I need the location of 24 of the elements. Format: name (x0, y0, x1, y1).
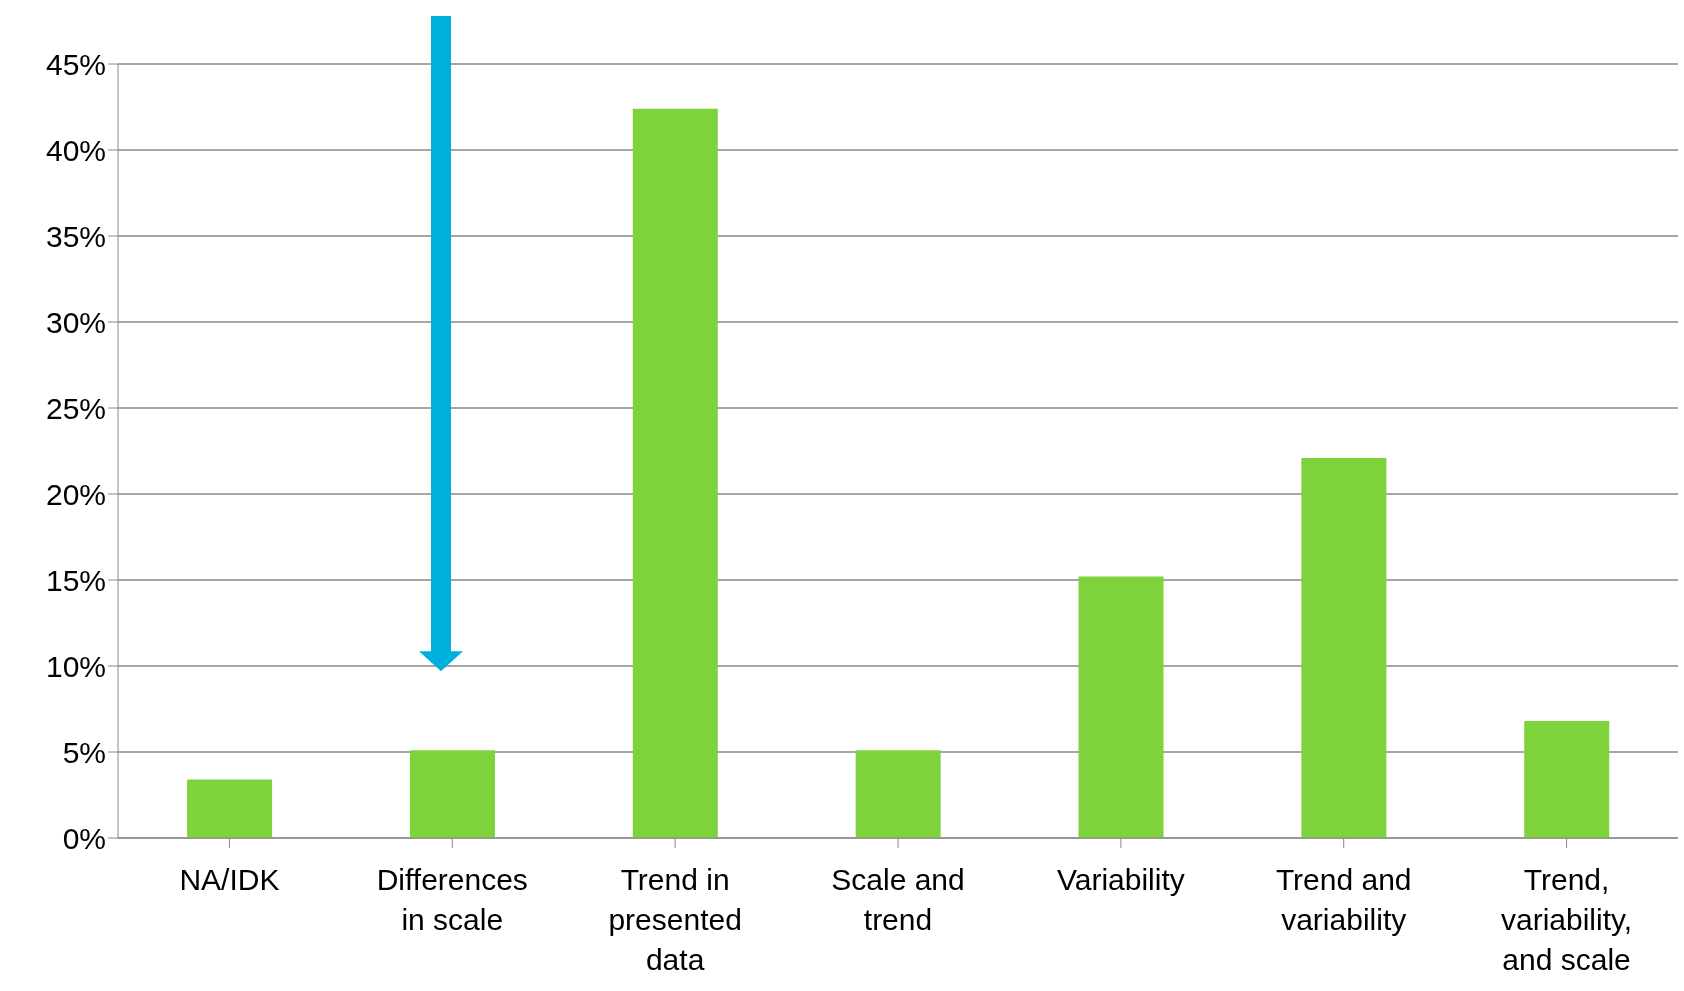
bar (855, 750, 941, 838)
y-tick-label: 40% (45, 133, 106, 167)
x-tick-label: Trend in presented data (608, 863, 742, 976)
bar (409, 750, 495, 838)
y-tick-label: 25% (45, 391, 106, 425)
x-tick-label: Trend and variability (1275, 863, 1412, 936)
y-tick-label: 10% (45, 649, 106, 683)
y-tick-label: 35% (45, 219, 106, 253)
bar (1078, 576, 1164, 838)
y-tick-label: 15% (45, 563, 106, 597)
x-tick-label: Trend, variability, and scale (1500, 863, 1633, 976)
x-tick-label: Variability (1056, 863, 1185, 896)
bar (187, 779, 273, 838)
bar (1524, 721, 1610, 838)
y-tick-label: 45% (45, 47, 106, 81)
x-tick-label: Scale and trend (831, 863, 965, 936)
y-tick-label: 30% (45, 305, 106, 339)
y-tick-label: 0% (62, 821, 106, 855)
y-tick-label: 20% (45, 477, 106, 511)
y-tick-label: 5% (62, 735, 106, 769)
x-tick-label: Differences in scale (376, 863, 528, 936)
bar (632, 108, 718, 838)
x-tick-label: NA/IDK (179, 863, 280, 896)
bar (1301, 457, 1387, 838)
